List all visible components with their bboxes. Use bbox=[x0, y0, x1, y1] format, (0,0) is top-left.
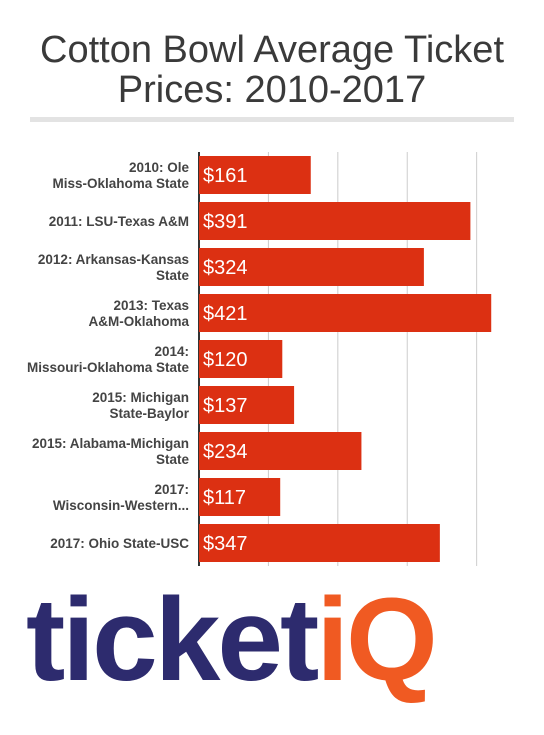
category-label: 2017: bbox=[154, 482, 189, 497]
category-label: State bbox=[156, 268, 190, 283]
bar bbox=[199, 432, 362, 470]
category-label: Missouri-Oklahoma State bbox=[27, 360, 190, 375]
bar bbox=[199, 248, 424, 286]
category-label: 2010: Ole bbox=[129, 160, 190, 175]
chart-title: Cotton Bowl Average Ticket Prices: 2010-… bbox=[40, 29, 504, 111]
category-label: 2017: Ohio State-USC bbox=[50, 536, 189, 551]
bar-chart: $161 $391 $324 $421 $120 $137 $234 $117 $347 201… bbox=[27, 152, 492, 566]
bar-value-label: $324 bbox=[203, 257, 248, 279]
category-label: 2015: Michigan bbox=[92, 390, 189, 405]
bar-value-label: $234 bbox=[203, 441, 248, 463]
bar-value-label: $391 bbox=[203, 211, 248, 233]
category-label: 2015: Alabama-Michigan bbox=[32, 436, 189, 451]
category-label: Wisconsin-Western... bbox=[53, 498, 189, 513]
ticketiq-logo: ticketiQ bbox=[26, 575, 526, 715]
category-label: State-Baylor bbox=[109, 406, 189, 421]
logo-text-accent: iQ bbox=[316, 574, 438, 706]
title-divider bbox=[30, 117, 514, 122]
bar-value-label: $421 bbox=[203, 303, 248, 325]
category-label: 2012: Arkansas-Kansas bbox=[38, 252, 189, 267]
category-label: 2014: bbox=[154, 344, 189, 359]
category-label: 2011: LSU-Texas A&M bbox=[49, 214, 189, 229]
bar bbox=[199, 478, 281, 516]
bar bbox=[199, 202, 471, 240]
bar-value-label: $117 bbox=[203, 487, 246, 509]
bar bbox=[199, 524, 440, 562]
bar bbox=[199, 340, 283, 378]
bar bbox=[199, 386, 295, 424]
logo-text-main: ticket bbox=[26, 574, 319, 706]
category-label: A&M-Oklahoma bbox=[88, 314, 189, 329]
category-label: State bbox=[156, 452, 190, 467]
bar-value-label: $161 bbox=[203, 165, 248, 187]
bar-value-label: $347 bbox=[203, 533, 248, 555]
bar-value-label: $120 bbox=[203, 349, 248, 371]
bar bbox=[199, 156, 311, 194]
bar bbox=[199, 294, 492, 332]
category-label: 2013: Texas bbox=[113, 298, 189, 313]
bar-value-label: $137 bbox=[203, 395, 248, 417]
category-label: Miss-Oklahoma State bbox=[52, 176, 189, 191]
